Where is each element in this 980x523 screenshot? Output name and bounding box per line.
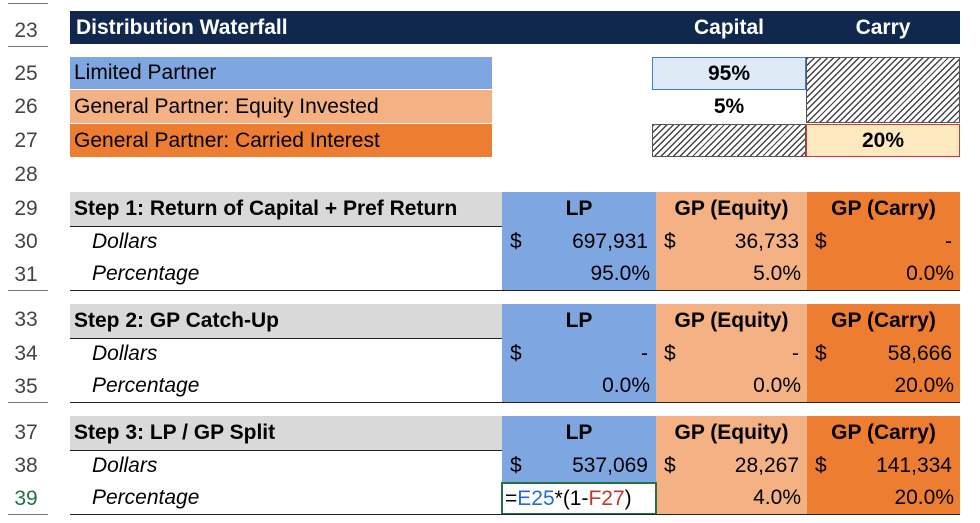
value: 28,267 [734, 454, 799, 477]
step1-gpc-pct[interactable]: 0.0% [807, 258, 960, 290]
step3-bottom-border [70, 514, 960, 515]
step2-dollars-label: Dollars [92, 342, 158, 365]
capital-hatched-cell [652, 124, 806, 157]
currency-sign: $ [815, 342, 827, 365]
step3-gpc-header: GP (Carry) [807, 416, 960, 450]
step1-gpe-header: GP (Equity) [656, 192, 807, 226]
step3-lp-dollars[interactable]: $537,069 [502, 450, 656, 482]
row-number[interactable]: 38 [14, 454, 38, 477]
step3-lp-header: LP [502, 416, 656, 450]
value: 141,334 [876, 454, 952, 477]
row-separator [8, 402, 48, 403]
step1-lp-dollars[interactable]: $697,931 [502, 226, 656, 258]
row-number[interactable]: 37 [14, 421, 38, 444]
step2-lp-pct[interactable]: 0.0% [502, 370, 656, 402]
row-number[interactable]: 35 [14, 375, 38, 398]
step3-percentage-label: Percentage [92, 486, 200, 509]
step1-title: Step 1: Return of Capital + Pref Return [70, 192, 502, 226]
step3-gpe-header: GP (Equity) [656, 416, 807, 450]
gp-capital-cell[interactable]: 5% [713, 94, 745, 118]
value: - [945, 230, 952, 253]
value: - [792, 342, 799, 365]
step2-bottom-border [70, 402, 960, 403]
row-number-gutter: 23 25 26 27 28 29 30 31 33 34 35 37 38 3… [0, 0, 56, 523]
row-number[interactable]: 33 [14, 308, 38, 331]
row-number[interactable]: 28 [14, 163, 38, 186]
step1-dollars-label: Dollars [92, 230, 158, 253]
currency-sign: $ [510, 342, 522, 365]
step2-title: Step 2: GP Catch-Up [70, 304, 502, 338]
row-number[interactable]: 27 [14, 129, 38, 152]
step2-gpc-dollars[interactable]: $58,666 [807, 338, 960, 370]
row-separator [8, 514, 48, 515]
row-number[interactable]: 31 [14, 263, 38, 286]
value: 537,069 [572, 454, 648, 477]
step1-lp-pct[interactable]: 95.0% [502, 258, 656, 290]
carry-header: Carry [806, 11, 960, 44]
step2-gpe-header: GP (Equity) [656, 304, 807, 338]
row-separator [8, 46, 48, 47]
row-number[interactable]: 26 [14, 95, 38, 118]
step2-gpc-pct[interactable]: 20.0% [807, 370, 960, 402]
step1-percentage-label: Percentage [92, 262, 200, 285]
row-separator [8, 3, 48, 4]
row-number[interactable]: 23 [14, 19, 38, 42]
step2-gpe-pct[interactable]: 0.0% [656, 370, 807, 402]
step2-gpe-dollars[interactable]: $ - [656, 338, 807, 370]
gp-equity-label: General Partner: Equity Invested [70, 90, 492, 123]
step1-gpe-pct[interactable]: 5.0% [656, 258, 807, 290]
row-number[interactable]: 29 [14, 197, 38, 220]
formula-ref-f27: F27 [588, 486, 625, 510]
waterfall-title: Distribution Waterfall [70, 11, 652, 44]
formula-ref-e25: E25 [517, 486, 555, 510]
row-number[interactable]: 25 [14, 62, 38, 85]
value: 36,733 [734, 230, 799, 253]
currency-sign: $ [664, 454, 676, 477]
value: 58,666 [887, 342, 952, 365]
row-number[interactable]: 30 [14, 230, 38, 253]
step1-gpc-dollars[interactable]: $ - [807, 226, 960, 258]
row-separator [8, 290, 48, 291]
currency-sign: $ [510, 454, 522, 477]
formula-equals: = [505, 486, 518, 510]
row-number[interactable]: 34 [14, 342, 38, 365]
currency-sign: $ [664, 342, 676, 365]
formula-edit-cell[interactable]: = E25 *(1- F27) [501, 482, 657, 515]
step1-gpe-dollars[interactable]: $36,733 [656, 226, 807, 258]
step3-title: Step 3: LP / GP Split [70, 416, 502, 450]
gp-carry-label: General Partner: Carried Interest [70, 124, 492, 157]
carry-hatched-cell [806, 57, 960, 123]
step3-gpe-dollars[interactable]: $28,267 [656, 450, 807, 482]
formula-close: ) [624, 486, 632, 510]
step2-lp-dollars[interactable]: $ - [502, 338, 656, 370]
step3-dollars-label: Dollars [92, 454, 158, 477]
step3-gpc-pct[interactable]: 20.0% [807, 482, 960, 514]
row-number-active[interactable]: 39 [14, 487, 38, 510]
formula-operator: *(1- [554, 486, 589, 510]
step1-gpc-header: GP (Carry) [807, 192, 960, 226]
currency-sign: $ [664, 230, 676, 253]
currency-sign: $ [815, 230, 827, 253]
capital-header: Capital [652, 11, 806, 44]
step1-bottom-border [70, 290, 960, 291]
step2-gpc-header: GP (Carry) [807, 304, 960, 338]
step1-lp-header: LP [502, 192, 656, 226]
carry-rate-cell[interactable]: 20% [806, 124, 960, 157]
currency-sign: $ [815, 454, 827, 477]
limited-partner-label: Limited Partner [70, 57, 492, 89]
step2-lp-header: LP [502, 304, 656, 338]
value: 697,931 [572, 230, 648, 253]
lp-capital-cell[interactable]: 95% [652, 57, 806, 90]
step2-percentage-label: Percentage [92, 374, 200, 397]
step3-gpc-dollars[interactable]: $141,334 [807, 450, 960, 482]
currency-sign: $ [510, 230, 522, 253]
step3-gpe-pct[interactable]: 4.0% [657, 482, 807, 514]
value: - [641, 342, 648, 365]
